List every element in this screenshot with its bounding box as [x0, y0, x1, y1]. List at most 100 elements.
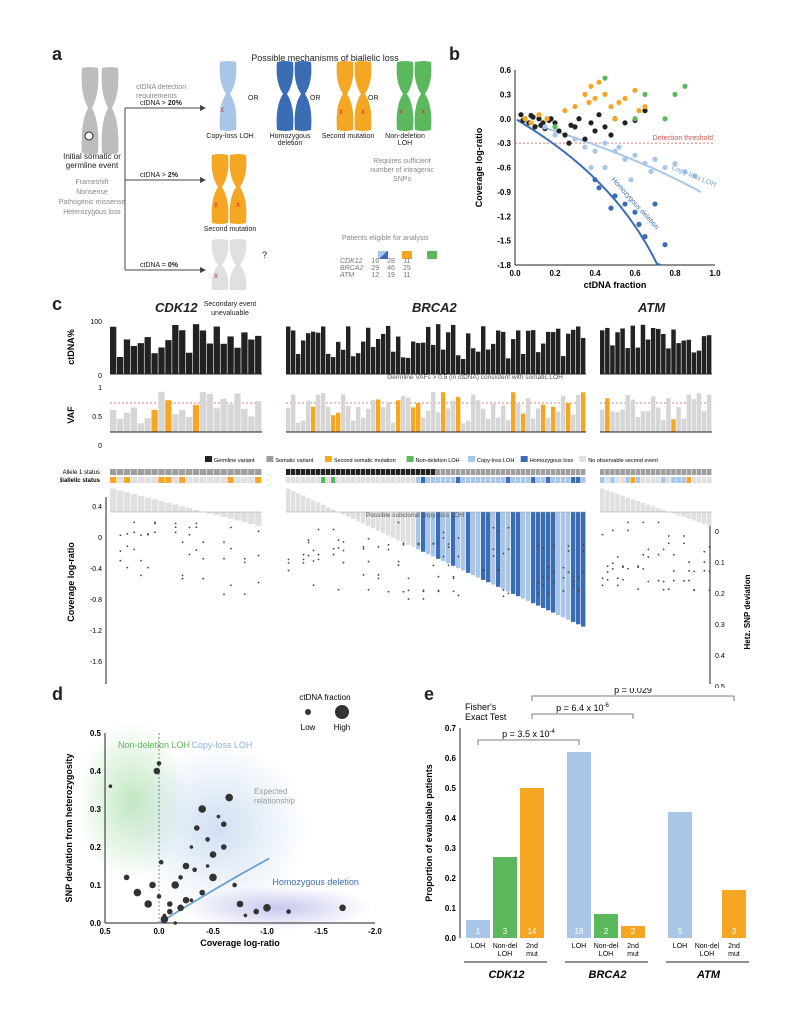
- snp-dot: [147, 533, 149, 536]
- biallelic-status-cell: [491, 477, 496, 483]
- coverage-bar: [501, 512, 506, 590]
- biallelic-status-cell: [186, 477, 193, 483]
- allele-status-cell: [206, 469, 214, 475]
- coverage-bar: [331, 509, 336, 512]
- bar-label: Non-del: [594, 943, 619, 950]
- panel-b-scatter: 0.60.30.0-0.3-0.6-0.9-1.2-1.5-1.80.0 0.2 0…: [474, 66, 721, 290]
- vaf-bar: [381, 407, 386, 432]
- eligible-swatches: [378, 246, 437, 264]
- ctdna-bar: [396, 336, 401, 374]
- snp-dot: [181, 577, 184, 580]
- snp-dot: [432, 543, 435, 545]
- coverage-bar: [511, 512, 516, 594]
- vaf-bar: [431, 392, 436, 432]
- snp-dot: [683, 542, 685, 545]
- snp-dot: [562, 566, 565, 569]
- vaf-bar: [706, 394, 712, 432]
- snp-dot: [337, 588, 340, 591]
- ctdna-bar: [476, 351, 481, 374]
- biallelic-status-cell: [441, 477, 446, 483]
- ctdna-bar: [635, 347, 641, 374]
- data-point: [572, 124, 578, 130]
- data-point: [632, 116, 638, 122]
- vaf-bar: [165, 400, 172, 432]
- biallelic-status-cell: [366, 477, 371, 483]
- vaf-bar: [456, 396, 461, 432]
- biallelic-status-cell: [556, 477, 561, 483]
- ctdna-bar: [255, 335, 262, 374]
- vaf-bar: [516, 403, 521, 432]
- data-point: [572, 136, 578, 142]
- allele-status-cell: [234, 469, 241, 475]
- ctdna-tick: 100: [90, 319, 102, 326]
- event-type: Pathogenic missense: [58, 199, 126, 206]
- expected-label: Expected: [254, 787, 287, 796]
- allele-status-cell: [640, 469, 646, 475]
- allele-status-cell: [686, 469, 692, 475]
- biallelic-status-cell: [123, 477, 131, 483]
- data-point: [144, 900, 152, 908]
- vaf-bar: [234, 393, 241, 432]
- biallelic-status-cell: [192, 477, 200, 483]
- mechanisms-title: Possible mechanisms of biallelic loss: [251, 53, 399, 63]
- coverage-bar: [476, 512, 481, 578]
- vaf-bar: [630, 399, 636, 432]
- ctdna-bar: [666, 348, 671, 374]
- bar-label-2: mut: [728, 951, 740, 958]
- coverage-bar: [661, 509, 666, 512]
- ctdna-bar: [650, 327, 656, 374]
- allele-status-cell: [671, 469, 676, 475]
- data-point: [225, 793, 233, 802]
- snp-dot: [703, 561, 706, 563]
- snp-dot: [492, 554, 495, 557]
- biallelic-status-cell: [551, 477, 556, 483]
- snp-dot: [502, 589, 505, 591]
- coverage-bar: [600, 488, 605, 512]
- vaf-bar: [366, 408, 371, 432]
- ctdna-bar: [541, 343, 546, 374]
- biallelic-status-cell: [361, 477, 366, 483]
- ctdna-bar: [526, 330, 531, 374]
- snp-note: Requires sufficient number of intragenic…: [370, 158, 434, 183]
- ctdna-bar: [471, 348, 476, 374]
- coverage-bar: [172, 504, 179, 512]
- allele-status-cell: [361, 469, 366, 475]
- ctdna-bar: [179, 330, 186, 374]
- allele-status-cell: [571, 469, 576, 475]
- vaf-bar: [416, 403, 421, 432]
- ctdna-bar: [192, 324, 200, 374]
- data-point: [209, 851, 217, 858]
- vaf-bar: [386, 401, 391, 432]
- biallelic-status-cell: [130, 477, 138, 483]
- bar-count: 5: [678, 927, 683, 936]
- data-point: [189, 845, 194, 849]
- ctdna-bar: [206, 343, 214, 374]
- allele-status-cell: [615, 469, 620, 475]
- legend-swatch: [520, 456, 528, 462]
- ctdna-bar: [431, 344, 436, 374]
- data-point: [216, 814, 221, 819]
- snp-dot: [397, 560, 400, 563]
- snp-dot: [367, 537, 370, 540]
- cov-tick: 0.4: [92, 504, 102, 511]
- coverage-bar: [311, 500, 316, 512]
- vaf-bar: [620, 409, 625, 432]
- snp-dot: [567, 544, 570, 547]
- y-axis-label: Proportion of evaluable patients: [424, 764, 434, 902]
- snp-dot: [307, 539, 310, 542]
- ctdna-bar: [172, 324, 179, 374]
- ctdna-bar: [301, 340, 306, 374]
- biallelic-status-cell: [471, 477, 476, 483]
- snp-dot: [437, 590, 440, 593]
- snp-dot: [482, 577, 485, 580]
- ctdna-bar: [701, 336, 707, 374]
- data-point: [588, 120, 594, 126]
- snp-dot: [202, 557, 205, 560]
- data-point: [536, 116, 542, 122]
- ctdna-bar: [331, 357, 336, 374]
- biallelic-status-cell: [615, 477, 620, 483]
- initial-event-types: Frameshift Nonsense Pathogenic missense …: [52, 178, 132, 218]
- vaf-bar: [635, 416, 641, 432]
- biallelic-status-cell: [501, 477, 506, 483]
- snp-dot: [611, 567, 614, 570]
